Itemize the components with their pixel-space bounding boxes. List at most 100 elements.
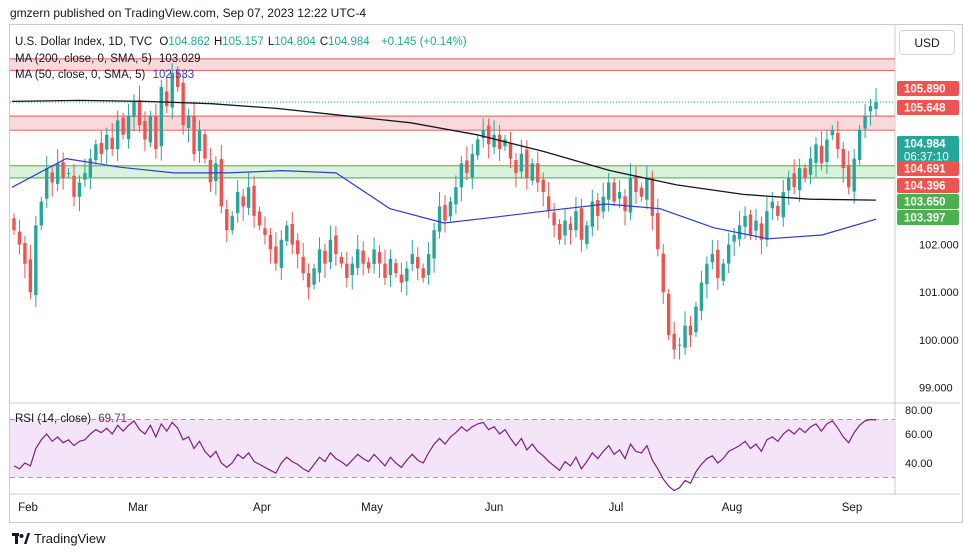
candle-body	[857, 129, 862, 161]
price-badge-red	[897, 161, 959, 176]
ohlc-values: O104.862 H105.157 L104.804 C104.984	[159, 36, 373, 48]
candle-body	[301, 256, 305, 274]
symbol-legend: U.S. Dollar Index, 1D, TVC O104.862 H105.…	[15, 36, 467, 48]
rsi-value: 69.71	[98, 413, 128, 425]
candle-body	[279, 239, 284, 268]
candle-body	[394, 263, 398, 274]
candle-body	[274, 246, 278, 264]
candle-body	[677, 344, 682, 346]
candle-body	[874, 102, 878, 109]
candle-body	[268, 234, 273, 250]
ma50-value: 102.533	[152, 69, 195, 81]
price-badge-label: 104.984	[904, 139, 946, 151]
candle-body	[541, 179, 545, 193]
candle-body	[143, 120, 147, 140]
candle-body	[803, 168, 807, 178]
ma50-line	[11, 158, 877, 240]
ma200-label: MA (200, close, 0, SMA, 5)	[15, 53, 152, 65]
candle-body	[814, 144, 818, 163]
candle-body	[366, 262, 371, 269]
candle-body	[726, 244, 731, 264]
price-badge-red	[897, 178, 959, 193]
candle-body	[585, 225, 589, 245]
candle-body	[699, 282, 704, 311]
candle-body	[208, 160, 213, 183]
candles	[12, 63, 878, 360]
time-tick-label: Apr	[253, 502, 271, 514]
candle-body	[83, 172, 87, 180]
candle-body	[666, 293, 671, 336]
candle-body	[546, 196, 551, 212]
candle-body	[721, 263, 725, 281]
price-badge-label: 105.890	[904, 84, 946, 96]
candle-body	[225, 209, 229, 231]
ma50-legend: MA (50, close, 0, SMA, 5) 102.533	[15, 69, 194, 81]
candle-body	[214, 163, 218, 182]
ohlc-c: C104.984	[319, 36, 370, 48]
time-tick-label: Mar	[128, 502, 148, 514]
candle-body	[23, 243, 27, 264]
candle-body	[683, 325, 687, 348]
candle-body	[437, 206, 442, 232]
time-tick-label: Jul	[609, 502, 624, 514]
candle-body	[55, 163, 60, 184]
candle-body	[170, 72, 174, 108]
candle-body	[514, 160, 518, 173]
candle-body	[405, 268, 409, 282]
candle-body	[617, 192, 622, 199]
candle-body	[497, 134, 502, 150]
candle-body	[443, 204, 447, 221]
candle-body	[808, 158, 813, 175]
candle-body	[148, 115, 153, 143]
candle-body	[28, 259, 33, 293]
candle-body	[830, 129, 835, 136]
candle-body	[94, 144, 98, 161]
price-tick-label: 100.000	[919, 335, 959, 347]
candle-body	[454, 187, 458, 205]
candle-body	[339, 256, 344, 264]
candle-body	[45, 168, 49, 199]
ma200-line	[11, 99, 877, 201]
candle-body	[328, 239, 333, 263]
tradingview-logo[interactable]: TradingView	[12, 531, 106, 546]
candle-body	[459, 163, 464, 188]
candle-body	[694, 306, 698, 333]
time-tick-label: Sep	[842, 502, 862, 514]
candle-body	[743, 215, 747, 227]
candle-body	[672, 333, 676, 350]
candle-body	[568, 223, 573, 231]
candle-body	[765, 211, 769, 240]
rsi-line	[13, 418, 877, 492]
candle-body	[486, 125, 491, 145]
candle-body	[88, 158, 93, 178]
currency-button[interactable]: USD	[899, 30, 955, 55]
candle-body	[350, 263, 354, 276]
candle-body	[465, 160, 469, 173]
candle-body	[285, 225, 289, 242]
symbol-title: U.S. Dollar Index, 1D, TVC	[15, 36, 153, 48]
candle-body	[530, 163, 534, 181]
candle-body	[12, 218, 16, 231]
ohlc-o: O104.862	[159, 36, 210, 48]
candle-body	[792, 173, 796, 188]
zone-resistance-0	[10, 58, 895, 71]
candle-body	[536, 163, 540, 183]
price-tick-label: 99.000	[919, 383, 953, 395]
candle-body	[552, 212, 556, 226]
price-tick-label: 102.000	[919, 240, 959, 252]
candle-body	[416, 256, 420, 269]
candle-body	[841, 149, 845, 169]
rsi-tick-label: 40.00	[905, 458, 933, 470]
candle-body	[306, 273, 311, 288]
candle-body	[645, 177, 649, 200]
candle-body	[410, 254, 414, 265]
candle-body	[426, 254, 431, 276]
candle-body	[323, 250, 327, 264]
rsi-tick-label: 60.00	[905, 429, 933, 441]
candle-body	[17, 231, 22, 245]
candle-body	[836, 132, 840, 150]
candle-body	[705, 263, 709, 285]
ma200-legend: MA (200, close, 0, SMA, 5) 103.029	[15, 53, 201, 65]
candle-body	[203, 134, 207, 159]
